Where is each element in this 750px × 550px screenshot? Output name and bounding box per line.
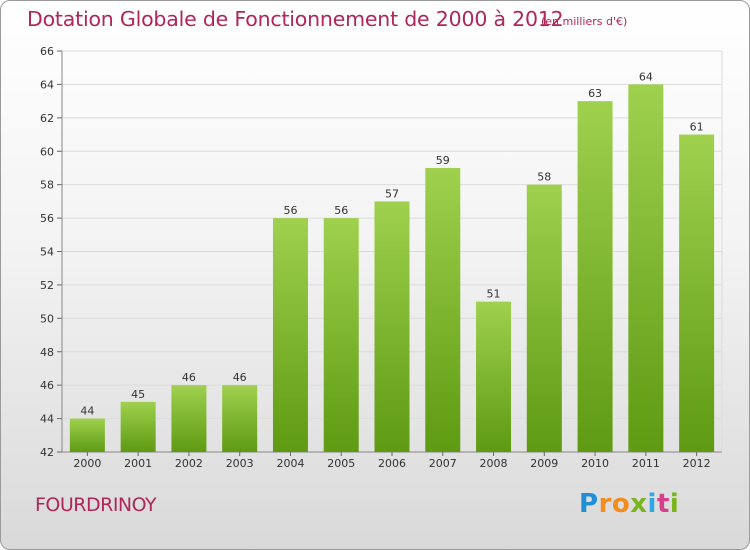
bar-2001 [120,401,156,452]
commune-name: FOURDRINOY [35,494,157,516]
value-label-2001: 45 [131,388,145,401]
value-label-2012: 61 [690,121,704,134]
logo-letter: i [669,489,680,519]
x-tick-label-2000: 2000 [73,457,101,470]
value-label-2002: 46 [182,371,196,384]
value-label-2003: 46 [233,371,247,384]
y-tick-label: 48 [40,346,54,359]
value-label-2004: 56 [283,204,297,217]
bars [69,84,715,453]
bar-2006 [374,201,410,452]
value-label-2005: 56 [334,204,348,217]
logo-letter: o [611,489,631,519]
logo-letter: P [579,489,599,519]
x-tick-labels: 2000 2001 2002 2003 2004 2005 2006 2007 2008 2009… [73,457,710,470]
y-tick-label: 58 [40,179,54,192]
logo-letter: t [656,489,670,519]
bar-2011 [628,84,664,453]
y-tick-label: 62 [40,112,54,125]
y-tick-label: 54 [40,246,54,259]
bar-2003 [222,385,258,452]
x-tick-label-2002: 2002 [175,457,203,470]
y-tick-label: 60 [40,145,54,158]
x-tick-label-2009: 2009 [530,457,558,470]
x-tick-label-2004: 2004 [276,457,304,470]
bar-2002 [171,385,207,452]
x-tick-label-2005: 2005 [327,457,355,470]
x-tick-label-2001: 2001 [124,457,152,470]
x-tick-label-2007: 2007 [429,457,457,470]
proxiti-logo: Proxiti [579,489,679,519]
value-labels: 44 45 46 46 56 56 57 59 51 58 63 64 61 [80,70,703,417]
value-label-2010: 63 [588,87,602,100]
x-tick-label-2012: 2012 [683,457,711,470]
y-tick-labels: 42 44 46 48 50 52 54 56 58 60 62 64 66 [40,45,54,459]
logo-letter: i [647,489,657,519]
bar-2012 [679,134,715,452]
value-label-2007: 59 [436,154,450,167]
y-tick-label: 44 [40,413,54,426]
logo-letter: x [630,489,648,519]
x-tick-label-2008: 2008 [480,457,508,470]
value-label-2011: 64 [639,70,653,83]
y-tick-label: 52 [40,279,54,292]
x-tick-label-2006: 2006 [378,457,406,470]
value-label-2008: 51 [487,288,501,301]
chart-unit: (en milliers d'€) [541,15,628,28]
bar-2005 [323,218,359,452]
x-tick-label-2010: 2010 [581,457,609,470]
y-tick-label: 64 [40,78,54,91]
y-tick-label: 56 [40,212,54,225]
chart-title: Dotation Globale de Fonctionnement de 20… [27,7,564,31]
y-tick-label: 42 [40,446,54,459]
y-tick-label: 46 [40,379,54,392]
bar-2009 [526,184,562,452]
value-label-2006: 57 [385,187,399,200]
bar-2008 [476,301,512,452]
bar-2007 [425,167,461,453]
x-tick-label-2003: 2003 [226,457,254,470]
y-tick-label: 50 [40,312,54,325]
bar-2004 [272,218,308,452]
bar-2010 [577,101,613,452]
value-label-2000: 44 [80,405,94,418]
y-tick-label: 66 [40,45,54,58]
bar-2000 [69,418,105,452]
value-label-2009: 58 [537,171,551,184]
x-tick-label-2011: 2011 [632,457,660,470]
logo-letter: r [598,489,612,519]
